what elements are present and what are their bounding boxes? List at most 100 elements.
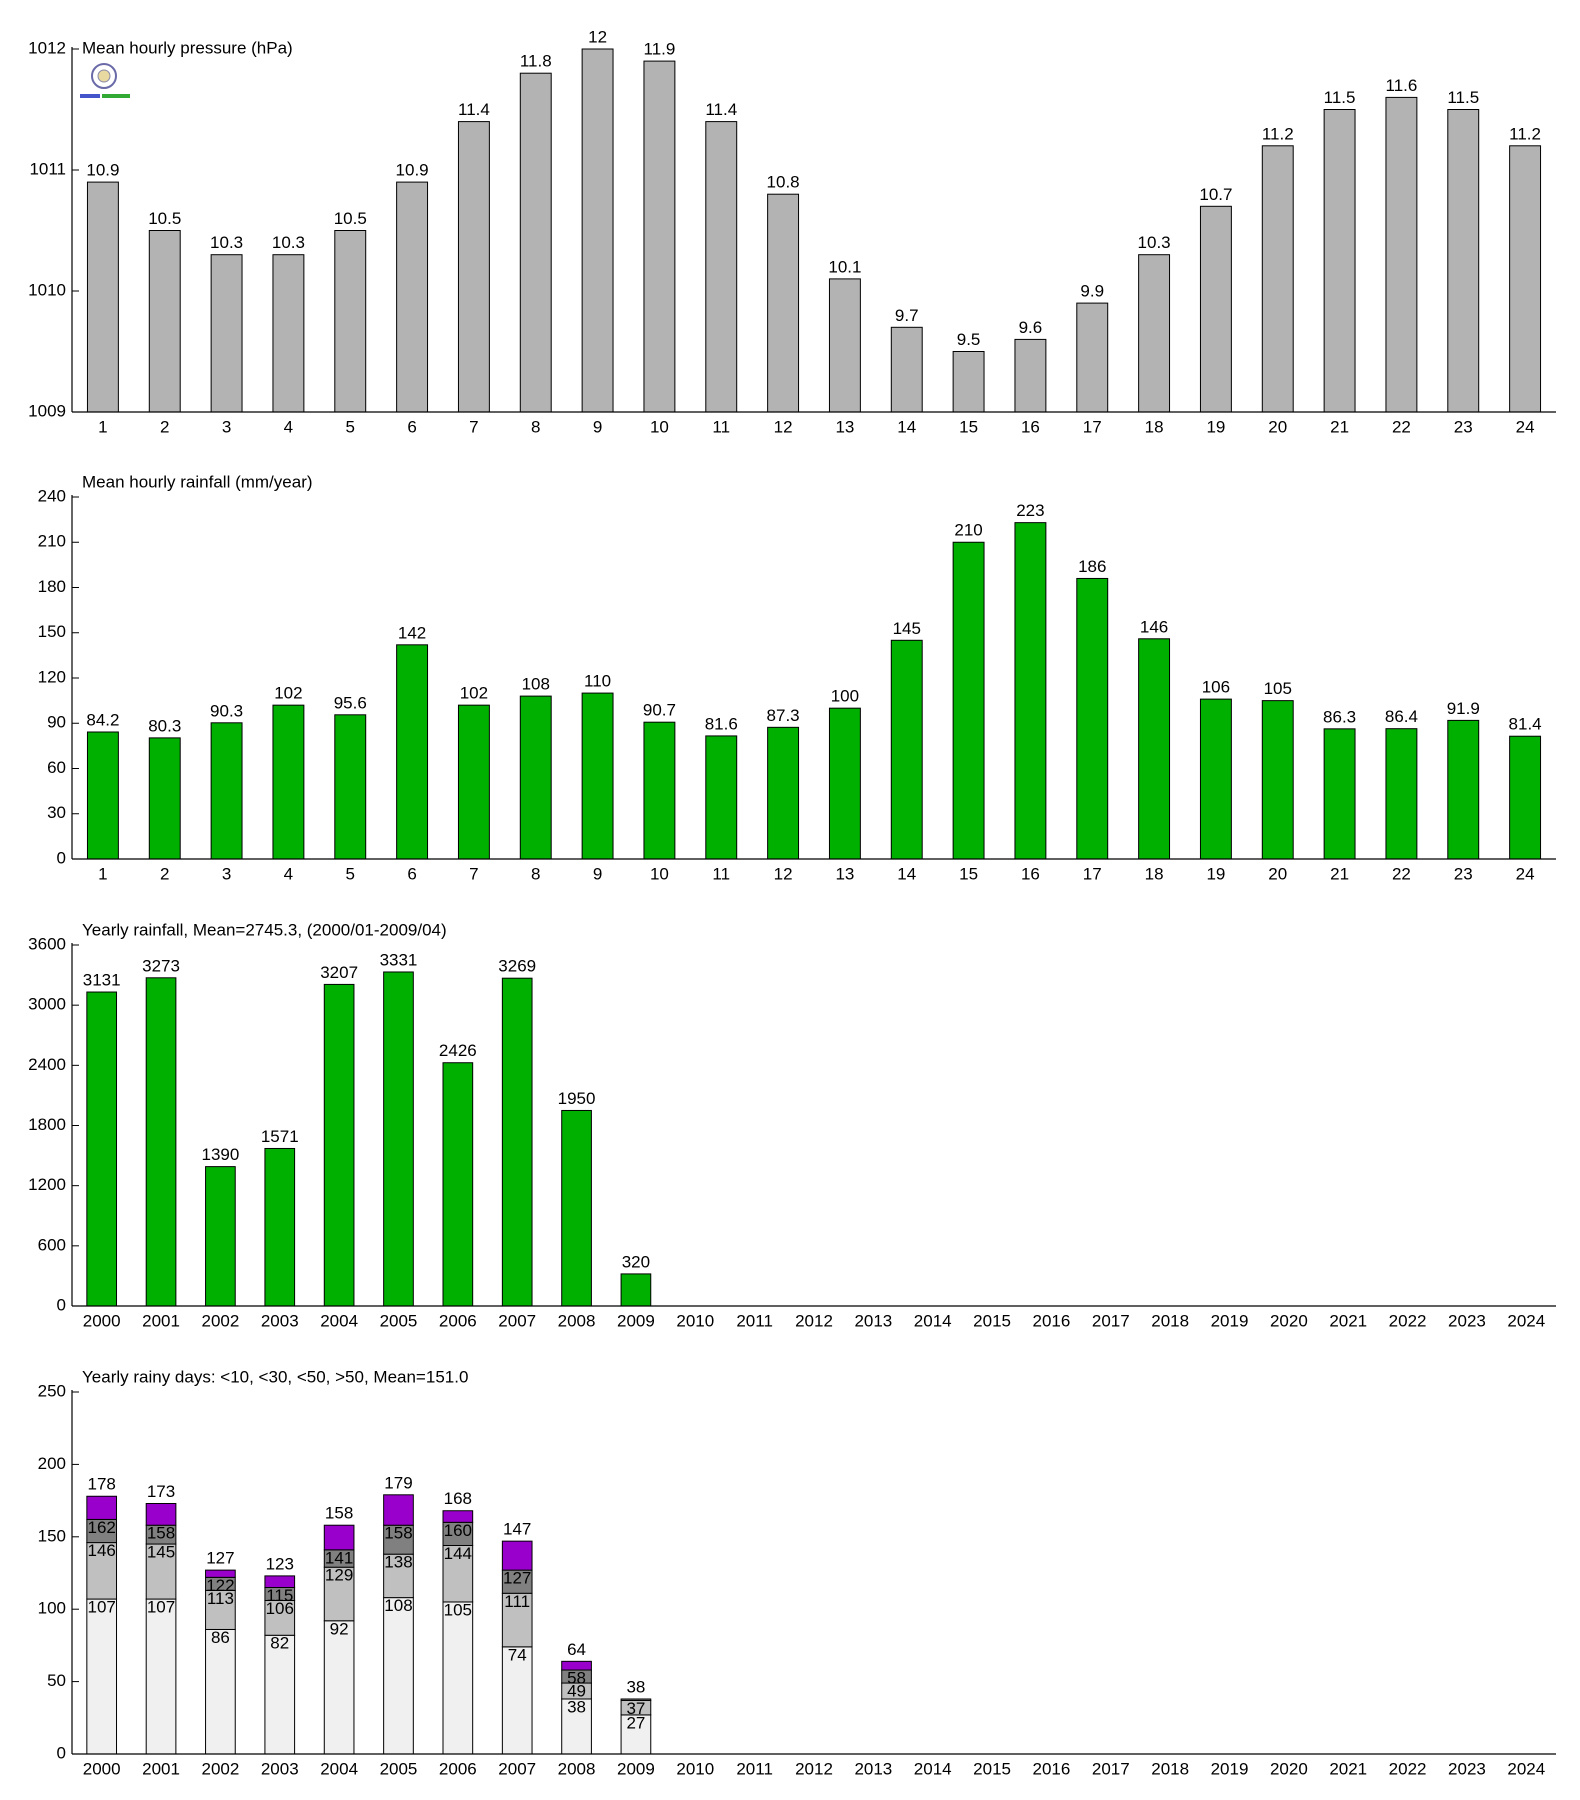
x-tick-label: 21 [1330, 864, 1349, 883]
x-tick-label: 3 [222, 417, 231, 436]
bar-segment [86, 1598, 118, 1755]
value-label: 10.1 [828, 257, 861, 276]
x-tick-label: 2 [160, 864, 169, 883]
total-label: 147 [503, 1520, 531, 1539]
y-tick-label: 1009 [28, 401, 66, 420]
bar [210, 254, 243, 413]
y-tick-label: 210 [38, 532, 66, 551]
bar [519, 695, 552, 860]
bar-segment [561, 1698, 592, 1755]
value-label: 1571 [261, 1127, 299, 1146]
value-label: 86.3 [1323, 707, 1356, 726]
y-tick-label: 1012 [28, 38, 66, 57]
x-tick-label: 10 [650, 417, 669, 436]
x-tick-label: 2003 [261, 1759, 299, 1778]
bar-segment [383, 1494, 414, 1526]
segment-label: 106 [266, 1599, 294, 1618]
value-label: 90.3 [210, 701, 243, 720]
x-tick-label: 19 [1206, 864, 1225, 883]
x-tick-label: 9 [593, 864, 602, 883]
x-tick-label: 19 [1206, 417, 1225, 436]
x-tick-label: 17 [1083, 417, 1102, 436]
segment-label: 158 [147, 1524, 175, 1543]
total-label: 158 [325, 1504, 353, 1523]
total-label: 179 [384, 1473, 412, 1492]
total-label: 123 [266, 1554, 294, 1573]
x-tick-label: 2012 [795, 1311, 833, 1330]
value-label: 110 [584, 672, 611, 691]
x-tick-label: 14 [897, 417, 916, 436]
x-tick-label: 2023 [1448, 1759, 1486, 1778]
x-tick-label: 4 [284, 417, 293, 436]
bar [383, 971, 414, 1307]
x-tick-label: 2017 [1092, 1311, 1130, 1330]
total-label: 168 [444, 1489, 472, 1508]
bar [1076, 302, 1109, 413]
bar-segment [145, 1502, 177, 1526]
y-tick-label: 2400 [28, 1055, 66, 1074]
x-tick-label: 8 [531, 864, 540, 883]
y-tick-label: 3000 [28, 995, 66, 1014]
bar [396, 181, 429, 413]
x-tick-label: 21 [1330, 417, 1349, 436]
x-tick-label: 5 [346, 864, 355, 883]
chart-title: Yearly rainy days: <10, <30, <50, >50, M… [82, 1367, 468, 1386]
x-tick-label: 2009 [617, 1759, 655, 1778]
segment-label: 105 [444, 1600, 472, 1619]
y-tick-label: 30 [47, 803, 66, 822]
value-label: 84.2 [86, 710, 119, 729]
y-tick-label: 60 [47, 758, 66, 777]
bar [210, 722, 243, 860]
value-label: 146 [1140, 617, 1168, 636]
value-label: 11.4 [458, 100, 490, 119]
y-tick-label: 1010 [28, 280, 66, 299]
value-label: 320 [622, 1252, 650, 1271]
segment-label: 122 [206, 1576, 234, 1595]
bar-segment [383, 1597, 414, 1755]
bar [264, 1147, 296, 1307]
x-tick-label: 2014 [914, 1311, 952, 1330]
value-label: 108 [522, 675, 550, 694]
bar [1138, 254, 1171, 413]
x-tick-label: 2002 [201, 1311, 239, 1330]
x-tick-label: 20 [1268, 864, 1287, 883]
segment-label: 145 [147, 1543, 175, 1562]
value-label: 11.8 [520, 52, 552, 71]
y-tick-label: 0 [57, 848, 66, 867]
bar [581, 692, 614, 860]
x-tick-label: 2018 [1151, 1311, 1189, 1330]
value-label: 3273 [142, 956, 180, 975]
value-label: 11.2 [1262, 124, 1294, 143]
value-label: 142 [398, 623, 426, 642]
x-tick-label: 2000 [83, 1759, 121, 1778]
bar [581, 48, 614, 413]
x-tick-label: 2020 [1270, 1311, 1308, 1330]
x-tick-label: 2021 [1329, 1759, 1367, 1778]
bar-segment [264, 1575, 296, 1588]
value-label: 9.5 [957, 330, 981, 349]
segment-label: 115 [266, 1586, 293, 1605]
x-tick-label: 2013 [854, 1759, 892, 1778]
y-tick-label: 0 [57, 1295, 66, 1314]
bar-segment [323, 1620, 355, 1755]
y-tick-label: 1011 [29, 159, 66, 178]
value-label: 10.3 [272, 233, 305, 252]
x-tick-label: 2005 [380, 1759, 418, 1778]
value-label: 11.2 [1509, 124, 1541, 143]
segment-label: 38 [567, 1697, 586, 1716]
x-tick-label: 13 [835, 417, 854, 436]
x-tick-label: 2000 [83, 1311, 121, 1330]
value-label: 10.8 [767, 173, 800, 192]
x-tick-label: 2022 [1389, 1311, 1427, 1330]
value-label: 11.5 [1324, 88, 1356, 107]
x-tick-label: 23 [1454, 864, 1473, 883]
bar-segment [620, 1698, 652, 1701]
x-tick-label: 2007 [498, 1311, 536, 1330]
x-tick-label: 2014 [914, 1759, 952, 1778]
bar-segment [323, 1524, 355, 1551]
x-tick-label: 1 [98, 417, 107, 436]
bar-segment [86, 1542, 118, 1600]
bar [272, 704, 305, 860]
value-label: 100 [831, 687, 859, 706]
x-tick-label: 6 [407, 417, 416, 436]
